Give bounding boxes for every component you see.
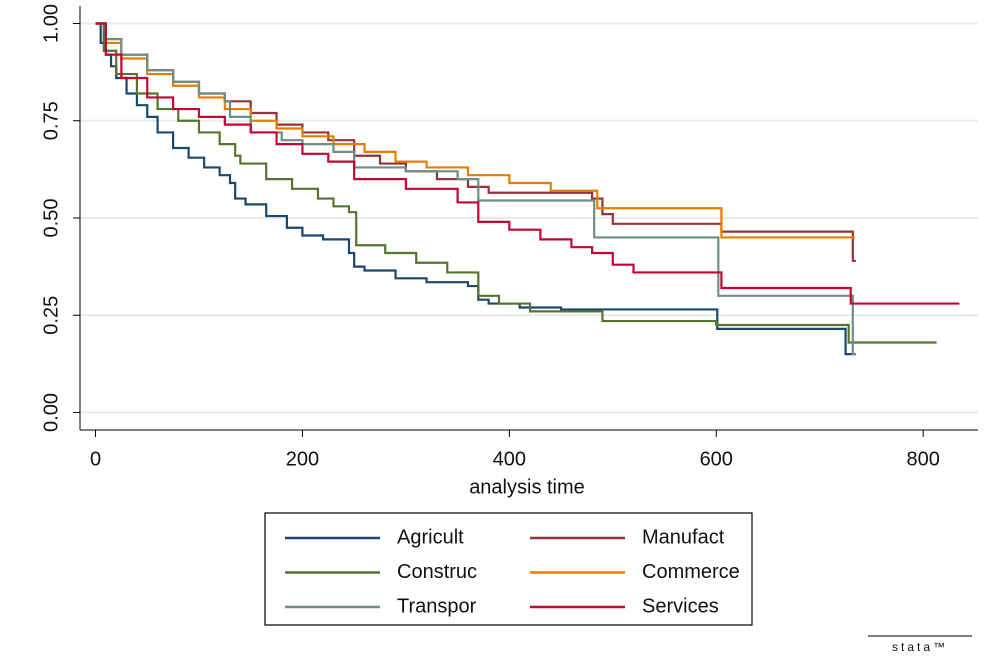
x-tick-label: 400 xyxy=(493,448,526,470)
x-tick-label: 200 xyxy=(286,448,319,470)
survival-curve xyxy=(95,22,937,344)
legend-label: Agricult xyxy=(397,526,464,548)
watermark: stata™ xyxy=(892,640,948,654)
y-tick-label: 0.75 xyxy=(40,101,62,140)
legend-label: Commerce xyxy=(642,561,740,583)
x-tick-label: 600 xyxy=(700,448,733,470)
y-tick-label: 0.50 xyxy=(40,199,62,238)
x-axis-title: analysis time xyxy=(469,476,585,498)
legend-label: Transpor xyxy=(397,595,477,617)
x-tick-label: 800 xyxy=(906,448,939,470)
survival-curve xyxy=(95,22,960,305)
y-tick-label: 0.25 xyxy=(40,296,62,335)
legend-label: Services xyxy=(642,595,719,617)
survival-curve xyxy=(95,22,856,356)
x-tick-label: 0 xyxy=(90,448,101,470)
survival-curve xyxy=(95,22,856,356)
y-tick-label: 0.00 xyxy=(40,393,62,432)
y-tick-label: 1.00 xyxy=(40,4,62,43)
survival-curve xyxy=(95,22,855,239)
legend-label: Construc xyxy=(397,561,477,583)
legend-label: Manufact xyxy=(642,526,725,548)
